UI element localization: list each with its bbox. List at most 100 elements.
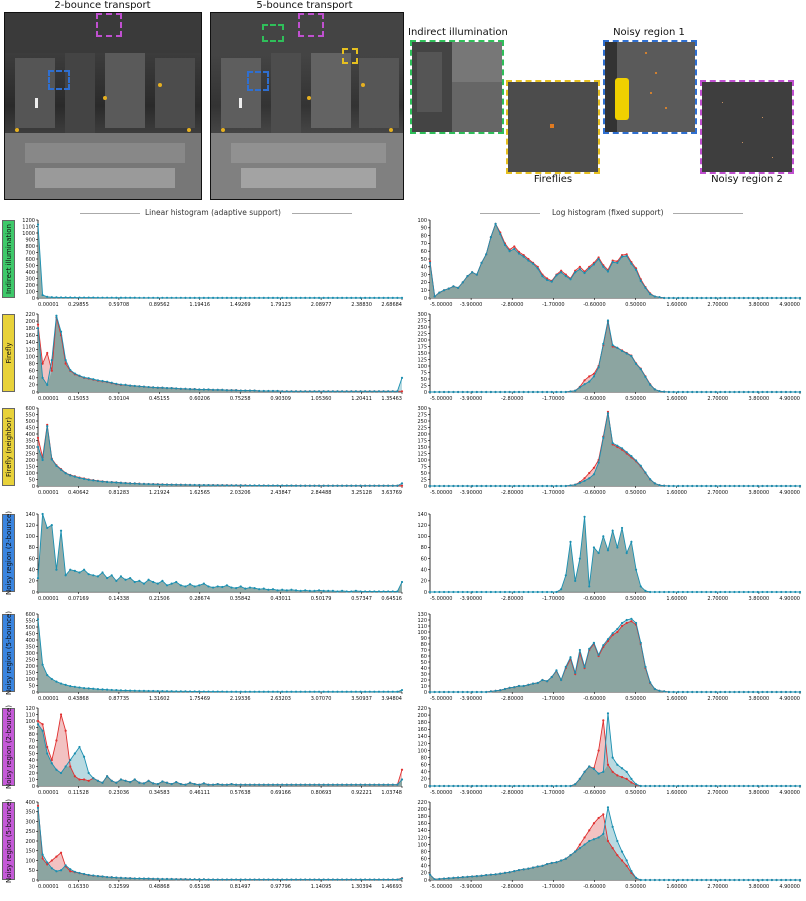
data-point	[457, 390, 460, 394]
row-label-4: Noisy region (5-bounce)	[2, 611, 15, 695]
series-overlap-area	[430, 321, 800, 392]
data-point	[513, 784, 516, 788]
data-point	[313, 783, 316, 786]
data-point	[625, 864, 628, 867]
data-point	[442, 877, 446, 880]
data-point	[738, 784, 741, 788]
data-point	[475, 273, 478, 276]
data-point	[578, 386, 581, 389]
data-point	[41, 853, 44, 856]
data-point	[649, 784, 652, 788]
data-point	[756, 878, 759, 882]
x-tick-label: -0.60000	[583, 490, 605, 496]
data-point	[597, 461, 600, 464]
y-tick-label: 1000	[22, 231, 35, 237]
data-point	[592, 546, 596, 549]
data-point	[442, 390, 446, 394]
x-tick-label: 0.00001	[38, 696, 59, 702]
data-point	[485, 690, 488, 694]
data-point	[244, 296, 247, 299]
data-point	[267, 389, 270, 393]
data-point	[457, 784, 460, 788]
data-point	[36, 445, 40, 449]
x-tick-label: 0.00001	[38, 302, 59, 308]
data-point	[794, 690, 797, 694]
x-tick-label: 3.80000	[749, 490, 770, 496]
data-point	[700, 484, 703, 488]
y-tick-label: 140	[417, 828, 427, 834]
data-point	[677, 296, 680, 300]
crop-indirect-illumination	[410, 40, 504, 134]
data-point	[761, 484, 764, 488]
data-point	[267, 783, 270, 786]
data-point	[780, 296, 783, 300]
data-point	[480, 390, 483, 394]
data-point	[447, 287, 450, 290]
data-point	[188, 483, 192, 487]
series-area	[38, 514, 402, 592]
data-point	[239, 783, 242, 786]
data-point	[611, 261, 614, 264]
data-point	[387, 878, 390, 881]
x-tick-label: -5.00000	[430, 884, 452, 890]
data-point	[766, 590, 769, 594]
data-point	[508, 250, 511, 253]
data-point	[285, 589, 288, 592]
data-point	[663, 484, 666, 487]
data-point	[649, 293, 652, 296]
data-point	[253, 587, 256, 590]
data-point	[235, 690, 238, 693]
marker-noisy-region-1-left	[48, 70, 70, 90]
data-point	[733, 690, 736, 694]
y-tick-label: 300	[25, 276, 35, 282]
data-point	[106, 875, 109, 879]
data-point	[69, 685, 72, 688]
data-point	[475, 590, 478, 594]
data-point	[752, 590, 755, 594]
data-point	[452, 784, 455, 788]
data-point	[350, 690, 353, 693]
data-point	[644, 286, 647, 289]
data-point	[294, 783, 298, 786]
data-point	[331, 296, 334, 299]
data-point	[290, 484, 293, 487]
data-point	[433, 484, 436, 488]
data-point	[545, 390, 549, 394]
data-point	[276, 878, 279, 881]
data-point	[705, 484, 708, 488]
y-tick-label: 150	[25, 670, 35, 676]
data-point	[686, 484, 689, 488]
data-point	[368, 690, 371, 693]
data-point	[798, 784, 802, 788]
data-point	[555, 669, 558, 672]
x-tick-label: 0.29855	[68, 302, 89, 308]
data-point	[285, 484, 288, 487]
y-tick-label: 225	[417, 331, 427, 337]
x-tick-label: -5.00000	[430, 790, 452, 796]
data-point	[752, 296, 755, 300]
data-point	[616, 546, 619, 549]
data-point	[630, 355, 633, 358]
data-point	[50, 369, 53, 372]
data-point	[142, 877, 146, 880]
data-point	[391, 690, 394, 693]
data-point	[578, 843, 581, 846]
series-overlap-area	[38, 807, 402, 880]
y-tick-label: 220	[417, 800, 427, 806]
data-point	[499, 590, 502, 594]
data-point	[574, 783, 577, 786]
data-point	[101, 571, 104, 574]
y-tick-label: 100	[25, 677, 35, 683]
data-point	[161, 296, 164, 299]
data-point	[719, 484, 722, 488]
data-point	[583, 836, 586, 839]
series-area	[38, 619, 402, 692]
marker-noisy-region-2-left	[96, 13, 122, 37]
data-point	[400, 390, 404, 393]
data-point	[625, 618, 628, 622]
data-point	[794, 296, 797, 300]
data-point	[742, 296, 745, 300]
data-point	[611, 770, 614, 773]
data-point	[313, 296, 316, 299]
